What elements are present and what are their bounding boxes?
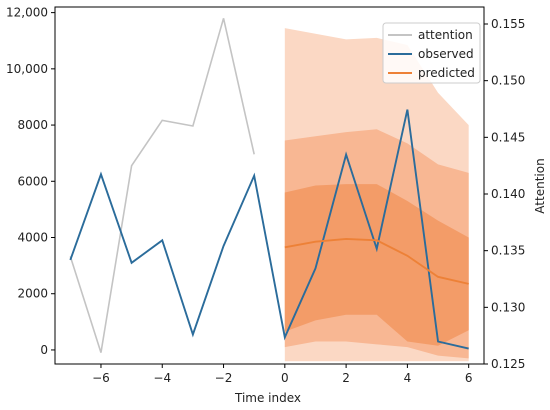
x-tick-label: −4 [153, 371, 171, 385]
right-tick-label: 0.150 [491, 74, 525, 88]
left-tick-label: 8000 [17, 118, 48, 132]
x-axis-title: Time index [234, 391, 301, 405]
right-tick-label: 0.140 [491, 187, 525, 201]
right-tick-label: 0.135 [491, 244, 525, 258]
left-tick-label: 0 [40, 343, 48, 357]
x-tick-label: 2 [342, 371, 350, 385]
left-tick-label: 2000 [17, 287, 48, 301]
right-axis-ticks: 0.125 0.130 0.135 0.140 0.145 0.150 0.155 [484, 17, 525, 371]
observed-line [69, 109, 469, 350]
x-tick-label: 6 [465, 371, 473, 385]
left-tick-label: 12,000 [6, 6, 48, 20]
legend-label-predicted: predicted [418, 66, 475, 80]
plot-frame [54, 6, 485, 365]
x-tick-label: −6 [92, 371, 110, 385]
left-axis-ticks: 0 2000 4000 6000 8000 10,000 12,000 [6, 6, 55, 357]
x-tick-label: 0 [281, 371, 289, 385]
legend-label-observed: observed [418, 47, 474, 61]
right-tick-label: 0.125 [491, 357, 525, 371]
series-lines [69, 18, 469, 353]
legend: attention observed predicted [382, 22, 481, 84]
left-tick-label: 4000 [17, 231, 48, 245]
right-tick-label: 0.130 [491, 300, 525, 314]
right-tick-label: 0.145 [491, 130, 525, 144]
legend-label-attention: attention [418, 28, 473, 42]
attention-line [69, 18, 255, 353]
right-tick-label: 0.155 [491, 17, 525, 31]
left-tick-label: 10,000 [6, 62, 48, 76]
left-tick-label: 6000 [17, 174, 48, 188]
x-tick-label: 4 [404, 371, 412, 385]
x-tick-label: −2 [215, 371, 233, 385]
predicted-line [284, 237, 469, 285]
legend-box [382, 22, 481, 84]
right-axis-title: Attention [533, 158, 547, 213]
x-axis-ticks: −6 −4 −2 0 2 4 6 [92, 364, 472, 385]
